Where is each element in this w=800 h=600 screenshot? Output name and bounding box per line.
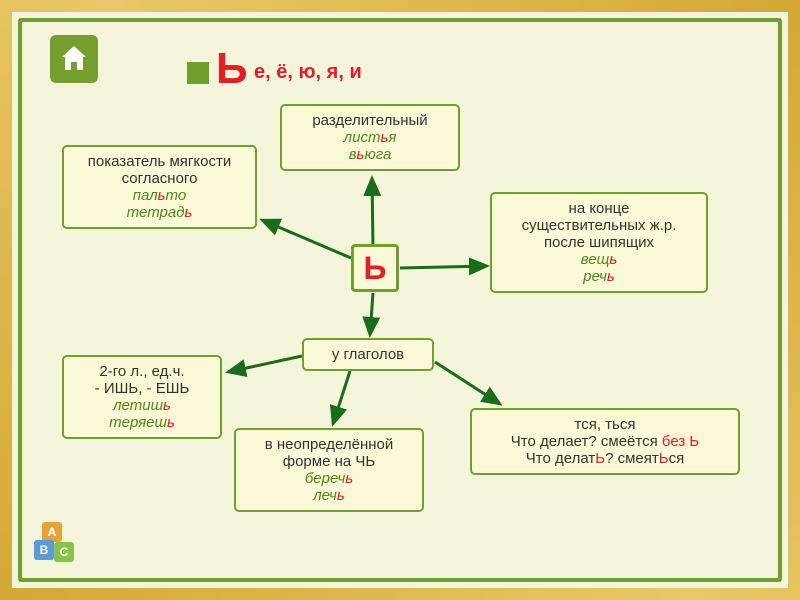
center-node: Ь [351,244,399,292]
word-part: реч [583,268,607,285]
text-part: ся [669,450,685,467]
soft-sign: ь [163,397,171,414]
node-2nd-person: 2-го л., ед.ч. - ИШЬ, - ЕШЬ летишь теряе… [62,355,222,439]
soft-sign: Ь [659,450,669,467]
word-part: вещ [581,251,610,268]
label: согласного [74,170,245,187]
label: - ИШЬ, - ЕШЬ [74,380,210,397]
text-part: Что делат [526,450,595,467]
house-icon [57,42,91,76]
node-infinitive: в неопределённой форме на ЧЬ беречь лечь [234,428,424,512]
node-feminine-nouns: на конце существительных ж.р. после шипя… [490,192,708,293]
soft-sign: ь [607,268,615,285]
label: показатель мягкости [74,153,245,170]
word-part: тетрад [127,204,185,221]
label: на конце [502,200,696,217]
legend-square [187,62,209,84]
label: после шипящих [502,234,696,251]
label: форме на ЧЬ [246,453,412,470]
home-button[interactable] [50,35,98,83]
soft-sign: ь [185,204,193,221]
text-part: Что делает? смеётся [511,433,662,450]
word-part: то [166,187,187,204]
soft-sign: Ь [595,450,605,467]
node-tsya: тся, ться Что делает? смеётся без Ь Что … [470,408,740,475]
accent-text: без Ь [662,433,699,450]
soft-sign: ь [167,414,175,431]
word-part: юга [364,146,391,163]
word-part: летиш [113,397,163,414]
node-verbs: у глаголов [302,338,434,371]
node-softness: показатель мягкости согласного пальто те… [62,145,257,229]
label: в неопределённой [246,436,412,453]
label: разделительный [292,112,448,129]
label: 2-го л., ед.ч. [74,363,210,380]
legend-letter: Ь [216,44,248,94]
label: существительных ж.р. [502,217,696,234]
text-part: ? смеят [605,450,659,467]
word-part: теряеш [109,414,167,431]
legend-vowels: е, ё, ю, я, и [254,61,362,84]
soft-sign: ь [158,187,166,204]
word-part: береч [305,470,345,487]
node-separator: разделительный листья вьюга [280,104,460,171]
word-part: я [388,129,396,146]
word-part: в [349,146,357,163]
label: тся, ться [482,416,728,433]
center-letter: Ь [364,250,387,287]
word-part: пал [133,187,158,204]
soft-sign: ь [345,470,353,487]
decorative-cubes: A B C [34,522,80,568]
soft-sign: ь [337,487,345,504]
word-part: леч [313,487,337,504]
word-part: лист [344,129,381,146]
label: у глаголов [332,346,404,363]
soft-sign: ь [609,251,617,268]
